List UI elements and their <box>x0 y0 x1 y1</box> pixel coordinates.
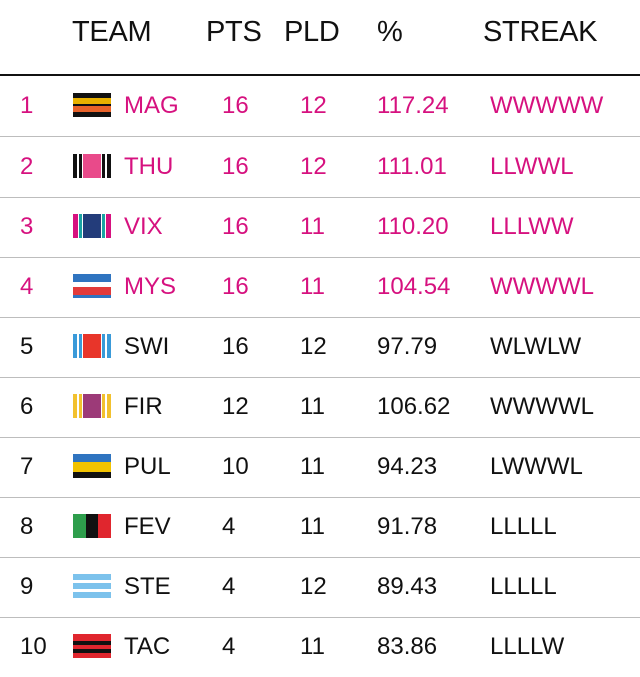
magpies-flag-icon <box>73 93 111 117</box>
fever-flag-icon <box>73 514 111 538</box>
thunderbirds-flag-icon <box>73 154 111 178</box>
pld-cell: 11 <box>300 453 325 480</box>
pts-cell: 16 <box>222 333 249 360</box>
pld-cell: 11 <box>300 213 325 240</box>
pts-cell: 10 <box>222 453 249 480</box>
pts-cell: 4 <box>222 513 236 540</box>
pts-cell: 4 <box>222 573 236 600</box>
pts-cell: 16 <box>222 213 249 240</box>
team-cell: PUL <box>124 453 171 480</box>
pct-cell: 83.86 <box>377 633 438 660</box>
pld-cell: 11 <box>300 633 325 660</box>
pld-cell: 11 <box>300 273 325 300</box>
rank-cell: 7 <box>20 453 34 480</box>
team-cell: THU <box>124 153 174 180</box>
pct-cell: 111.01 <box>377 153 447 180</box>
pld-cell: 12 <box>300 573 327 600</box>
table-row: 6 FIR 12 11 106.62 WWWWL <box>0 377 640 438</box>
table-row: 7 PUL 10 11 94.23 LWWWL <box>0 437 640 498</box>
rank-cell: 6 <box>20 393 34 420</box>
pld-cell: 12 <box>300 153 327 180</box>
team-cell: VIX <box>124 213 163 240</box>
table-row: 9 STE 4 12 89.43 LLLLL <box>0 557 640 618</box>
pulse-flag-icon <box>73 454 111 478</box>
table-row: 4 MYS 16 11 104.54 WWWWL <box>0 257 640 318</box>
table-row: 2 THU 16 12 111.01 LLWWL <box>0 137 640 198</box>
firebirds-flag-icon <box>73 394 111 418</box>
rank-cell: 2 <box>20 153 34 180</box>
team-cell: SWI <box>124 333 170 360</box>
mystics-flag-icon <box>73 274 111 298</box>
team-cell: FEV <box>124 513 171 540</box>
streak-cell: LWWWL <box>490 453 583 480</box>
vixens-flag-icon <box>73 214 111 238</box>
pts-cell: 4 <box>222 633 236 660</box>
table-row: 10 TAC 4 11 83.86 LLLLW <box>0 617 640 677</box>
rank-cell: 1 <box>20 92 34 119</box>
streak-cell: LLLLW <box>490 633 565 660</box>
header-streak: STREAK <box>483 16 598 48</box>
pts-cell: 16 <box>222 273 249 300</box>
table-row: 8 FEV 4 11 91.78 LLLLL <box>0 497 640 558</box>
pct-cell: 106.62 <box>377 393 451 420</box>
pct-cell: 117.24 <box>377 92 449 119</box>
header-team: TEAM <box>72 16 152 48</box>
rank-cell: 9 <box>20 573 34 600</box>
pts-cell: 16 <box>222 92 249 119</box>
pct-cell: 104.54 <box>377 273 451 300</box>
pct-cell: 91.78 <box>377 513 438 540</box>
streak-cell: LLLLL <box>490 573 557 600</box>
header-pts: PTS <box>206 16 262 48</box>
team-cell: TAC <box>124 633 171 660</box>
table-row: 3 VIX 16 11 110.20 LLLWW <box>0 197 640 258</box>
pts-cell: 12 <box>222 393 249 420</box>
steel-flag-icon <box>73 574 111 598</box>
streak-cell: LLLLL <box>490 513 557 540</box>
pct-cell: 97.79 <box>377 333 438 360</box>
team-cell: MYS <box>124 273 177 300</box>
table-header: TEAM PTS PLD % STREAK <box>0 0 640 76</box>
table-row: 5 SWI 16 12 97.79 WLWLW <box>0 317 640 378</box>
streak-cell: LLWWL <box>490 153 574 180</box>
pld-cell: 11 <box>300 393 325 420</box>
team-cell: MAG <box>124 92 179 119</box>
rank-cell: 4 <box>20 273 34 300</box>
table-row: 1 MAG 16 12 117.24 WWWWW <box>0 76 640 137</box>
tactix-flag-icon <box>73 634 111 658</box>
swifts-flag-icon <box>73 334 111 358</box>
streak-cell: WWWWW <box>490 92 604 119</box>
pld-cell: 12 <box>300 333 327 360</box>
header-pct: % <box>377 16 403 48</box>
rank-cell: 10 <box>20 633 47 660</box>
team-cell: FIR <box>124 393 163 420</box>
rank-cell: 8 <box>20 513 34 540</box>
rank-cell: 5 <box>20 333 34 360</box>
streak-cell: LLLWW <box>490 213 574 240</box>
streak-cell: WLWLW <box>490 333 582 360</box>
pct-cell: 89.43 <box>377 573 438 600</box>
header-pld: PLD <box>284 16 340 48</box>
streak-cell: WWWWL <box>490 273 594 300</box>
pld-cell: 11 <box>300 513 325 540</box>
streak-cell: WWWWL <box>490 393 594 420</box>
rank-cell: 3 <box>20 213 34 240</box>
pct-cell: 94.23 <box>377 453 438 480</box>
pts-cell: 16 <box>222 153 249 180</box>
pct-cell: 110.20 <box>377 213 449 240</box>
team-cell: STE <box>124 573 171 600</box>
pld-cell: 12 <box>300 92 327 119</box>
